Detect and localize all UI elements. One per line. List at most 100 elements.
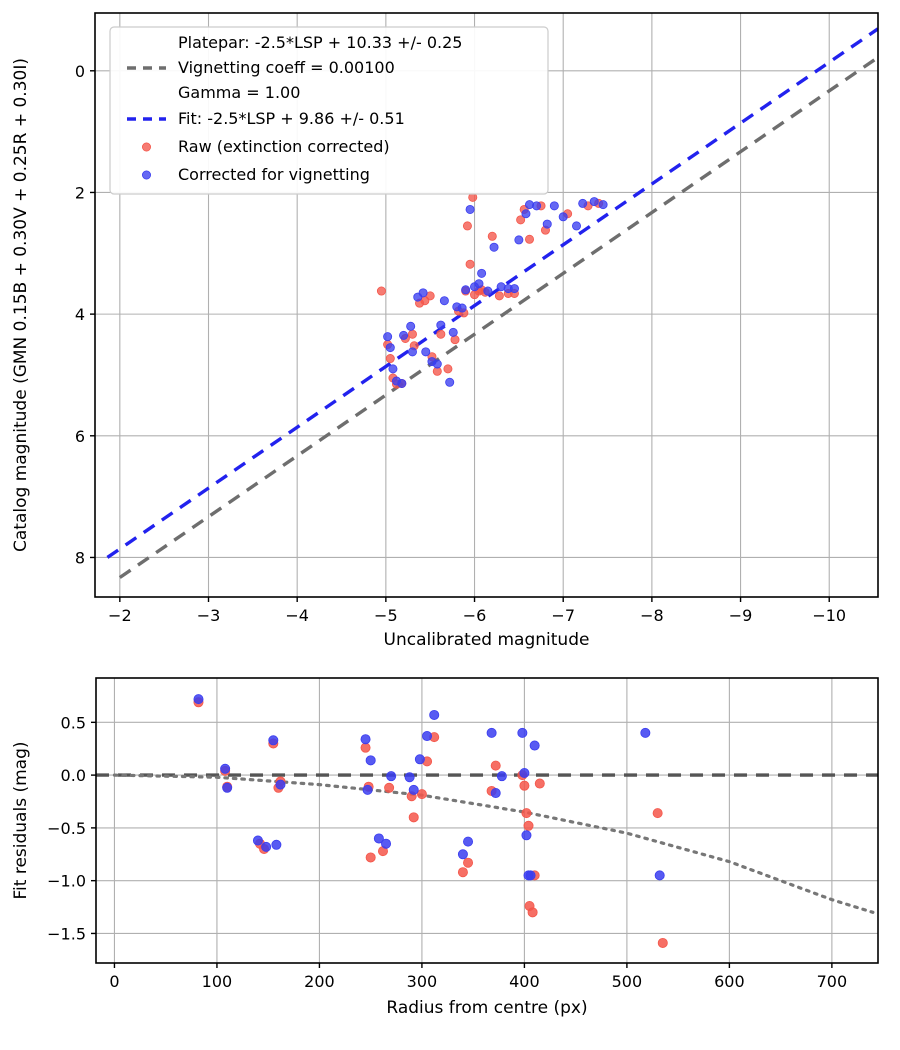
xtick-label: −5 — [374, 606, 398, 625]
xtick-label: −10 — [812, 606, 846, 625]
data-point — [474, 279, 484, 289]
data-point — [386, 771, 397, 782]
xtick-label: −6 — [463, 606, 487, 625]
data-point — [463, 836, 474, 847]
data-point — [439, 296, 449, 306]
legend-entry-label: Vignetting coeff = 0.00100 — [178, 58, 395, 77]
data-point — [275, 779, 286, 790]
xtick-label: 600 — [714, 972, 745, 991]
data-point — [572, 221, 582, 231]
data-point — [385, 343, 395, 353]
data-point — [448, 327, 458, 337]
data-point — [489, 242, 499, 252]
legend-entry-label: Platepar: -2.5*LSP + 10.33 +/- 0.25 — [178, 33, 462, 52]
xtick-label: −7 — [551, 606, 575, 625]
panel-photometric-calibration: −2 −3 −4 −5 −6 −7 −8 −9 −10 0 2 4 6 8 Uncalibrated mag… — [11, 12, 879, 650]
xtick-label: −4 — [285, 606, 309, 625]
xtick-label: 0 — [109, 972, 119, 991]
data-point — [534, 778, 545, 789]
data-point — [443, 364, 453, 374]
data-point — [436, 320, 446, 330]
data-point — [373, 833, 384, 844]
data-point — [422, 731, 433, 742]
legend-box — [109, 26, 549, 195]
data-point — [490, 760, 501, 771]
data-point — [271, 839, 282, 850]
data-point — [652, 808, 663, 819]
data-point — [527, 907, 538, 918]
legend-entry-label: Fit: -2.5*LSP + 9.86 +/- 0.51 — [178, 109, 405, 128]
ytick-label: 6 — [75, 427, 85, 446]
data-point — [521, 830, 532, 841]
ytick-label: 0.0 — [61, 766, 86, 785]
data-point — [521, 808, 532, 819]
data-point — [381, 838, 392, 849]
data-point — [532, 201, 542, 211]
data-point — [494, 291, 504, 301]
scatter-series — [193, 694, 665, 881]
panel-fit-residuals: 0 100 200 300 400 500 600 700 0.5 0.0 −0.5 −1.0 −1.5… — [11, 677, 879, 1018]
xaxis-label: Radius from centre (px) — [386, 998, 587, 1018]
data-point — [657, 937, 668, 948]
data-point — [529, 740, 540, 751]
plot-area-background — [96, 678, 878, 963]
data-point — [516, 215, 526, 225]
data-point — [261, 841, 272, 852]
ytick-label: 4 — [75, 305, 85, 324]
legend-entry-label: Corrected for vignetting — [178, 165, 370, 184]
data-point — [558, 212, 568, 222]
data-point — [457, 849, 468, 860]
data-point — [397, 378, 407, 388]
data-point — [360, 734, 371, 745]
scatter-series — [383, 197, 608, 388]
data-point — [193, 694, 204, 705]
data-point — [523, 820, 534, 831]
yaxis-label: Catalog magnitude (GMN 0.15B + 0.30V + 0… — [11, 58, 31, 552]
data-point — [365, 755, 376, 766]
data-point — [252, 835, 263, 846]
data-point — [463, 857, 474, 868]
data-point — [407, 347, 417, 357]
data-point — [542, 219, 552, 229]
data-point — [490, 788, 501, 799]
ytick-label: 2 — [75, 183, 85, 202]
data-point — [465, 259, 475, 269]
data-point — [640, 727, 651, 738]
data-point — [549, 201, 559, 211]
xtick-label: 200 — [304, 972, 335, 991]
xtick-label: 700 — [817, 972, 848, 991]
data-point — [421, 347, 431, 357]
data-point — [525, 870, 536, 881]
xtick-label: −2 — [108, 606, 132, 625]
data-point — [486, 727, 497, 738]
data-point — [457, 867, 468, 878]
data-point — [462, 221, 472, 231]
ytick-label: −1.5 — [47, 924, 86, 943]
legend-entry-label: Gamma = 1.00 — [178, 83, 300, 102]
data-point — [360, 742, 371, 753]
data-point — [525, 234, 535, 244]
xtick-label: −9 — [729, 606, 753, 625]
data-point — [407, 329, 417, 339]
data-point — [222, 782, 233, 793]
data-point — [414, 754, 425, 765]
ytick-label: 8 — [75, 548, 85, 567]
xaxis-label: Uncalibrated magnitude — [384, 630, 590, 650]
data-point — [385, 354, 395, 364]
data-point — [450, 335, 460, 345]
data-point — [457, 303, 467, 313]
ytick-label: 0.5 — [61, 713, 86, 732]
data-point — [399, 330, 409, 340]
trend-line-fit — [106, 27, 878, 559]
data-point — [514, 235, 524, 245]
xtick-label: 500 — [612, 972, 643, 991]
data-point — [408, 784, 419, 795]
data-point — [404, 772, 415, 783]
data-point — [477, 268, 487, 278]
data-point — [429, 709, 440, 720]
xtick-label: −8 — [640, 606, 664, 625]
ytick-label: −0.5 — [47, 819, 86, 838]
xtick-label: 400 — [509, 972, 540, 991]
